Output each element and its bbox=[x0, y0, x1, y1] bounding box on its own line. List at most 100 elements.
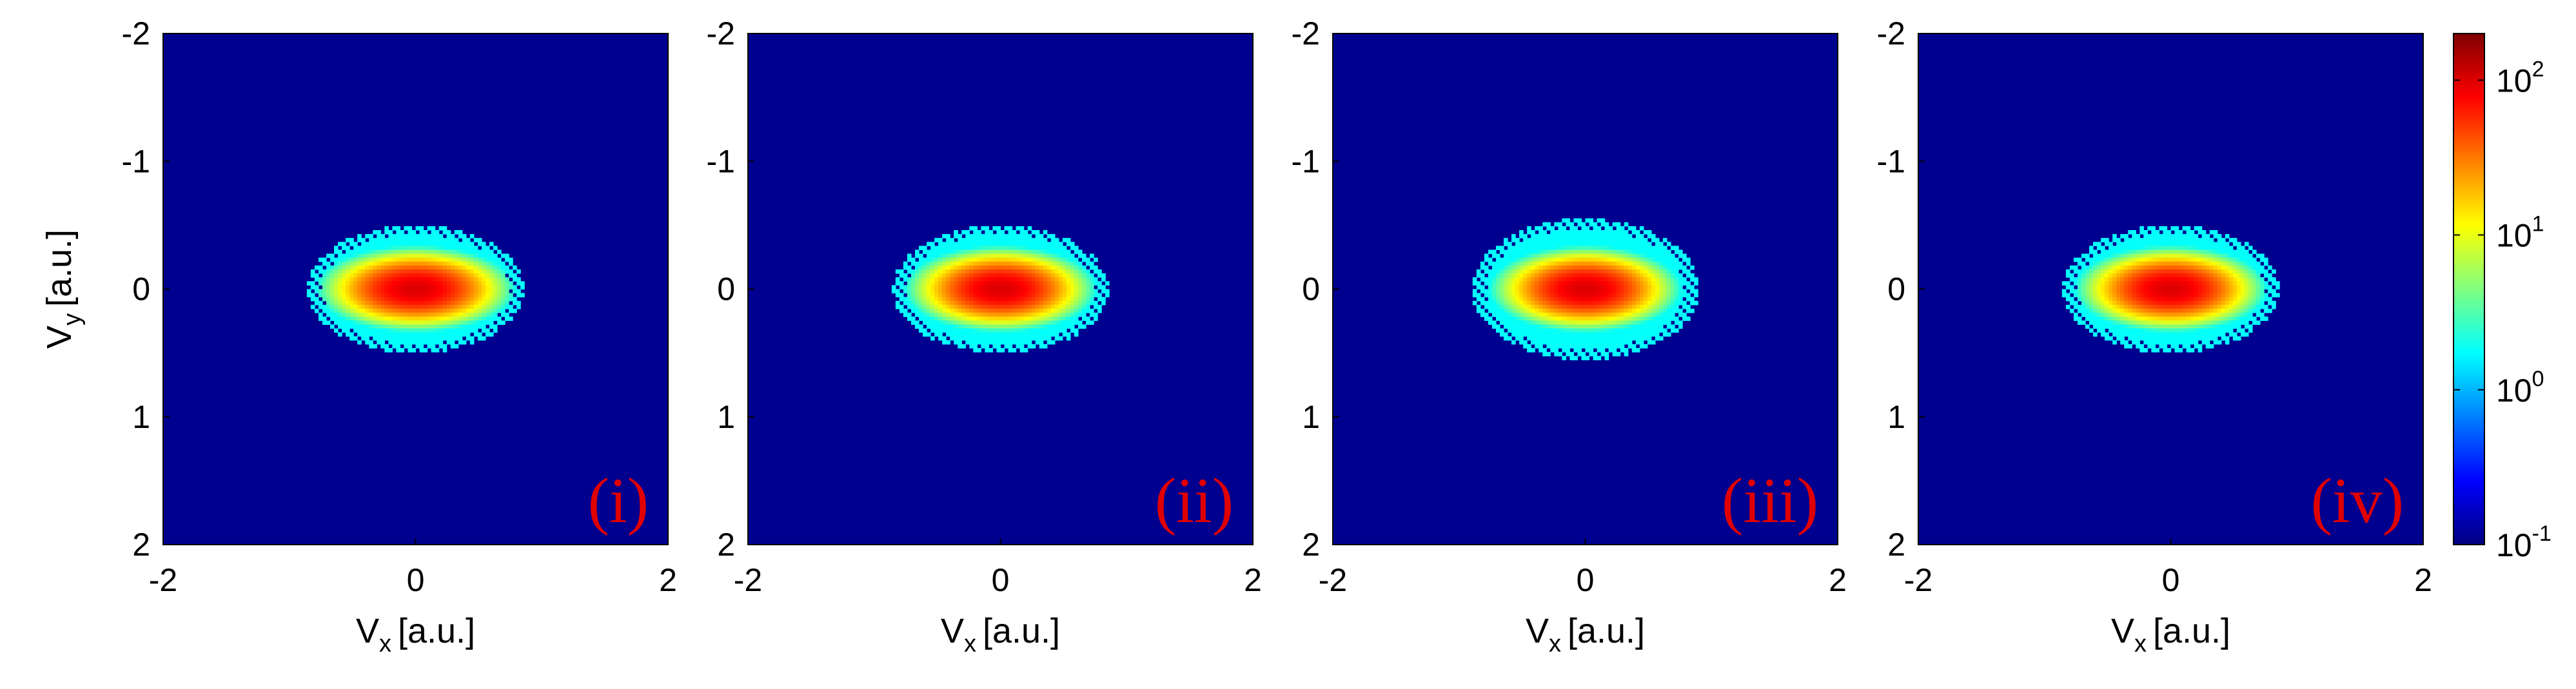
heatmap-cell bbox=[1604, 269, 1609, 274]
x-tick-label: 2 bbox=[659, 562, 677, 598]
heatmap-cell bbox=[1008, 230, 1013, 235]
heatmap-cell bbox=[2201, 289, 2207, 294]
heatmap-cell bbox=[1643, 293, 1648, 298]
heatmap-cell bbox=[1523, 316, 1528, 321]
heatmap-cell bbox=[1573, 309, 1578, 313]
heatmap-cell bbox=[388, 261, 393, 266]
heatmap-cell bbox=[400, 238, 405, 242]
heatmap-cell bbox=[2116, 289, 2121, 294]
heatmap-cell bbox=[427, 285, 432, 290]
heatmap-cell bbox=[1016, 253, 1021, 258]
heatmap-cell bbox=[489, 309, 494, 313]
heatmap-cell bbox=[1031, 238, 1036, 242]
heatmap-cell bbox=[1620, 293, 1625, 298]
heatmap-cell bbox=[1035, 304, 1040, 309]
heatmap-cell bbox=[431, 289, 436, 294]
heatmap-cell bbox=[1658, 265, 1664, 270]
heatmap-cell bbox=[380, 293, 385, 298]
heatmap-cell bbox=[958, 316, 962, 321]
heatmap-cell bbox=[2155, 261, 2160, 266]
heatmap-cell bbox=[1597, 289, 1602, 294]
heatmap-cell bbox=[1004, 249, 1009, 255]
heatmap-cell bbox=[1004, 296, 1009, 302]
heatmap-cell bbox=[1023, 242, 1028, 246]
heatmap-cell bbox=[396, 336, 400, 341]
heatmap-cell bbox=[2109, 281, 2113, 286]
heatmap-cell bbox=[992, 289, 998, 294]
heatmap-cell bbox=[1666, 277, 1671, 282]
heatmap-cell bbox=[334, 285, 339, 290]
heatmap-cell bbox=[1600, 324, 1606, 329]
heatmap-cell bbox=[400, 309, 405, 313]
heatmap-cell bbox=[446, 285, 451, 290]
heatmap-cell bbox=[2248, 273, 2253, 278]
heatmap-cell bbox=[1054, 320, 1059, 325]
heatmap-cell bbox=[357, 246, 362, 251]
heatmap-cell bbox=[1062, 293, 1067, 298]
heatmap-cell bbox=[380, 324, 385, 329]
heatmap-cell bbox=[1484, 293, 1489, 298]
heatmap-cell bbox=[1504, 238, 1508, 242]
heatmap-cell bbox=[1635, 253, 1640, 258]
heatmap-cell bbox=[2178, 265, 2183, 270]
heatmap-cell bbox=[1569, 289, 1575, 294]
heatmap-cell bbox=[419, 281, 424, 286]
heatmap-cell bbox=[473, 309, 478, 313]
heatmap-cell bbox=[346, 332, 350, 337]
heatmap-cell bbox=[1577, 218, 1582, 223]
heatmap-cell bbox=[961, 265, 966, 270]
heatmap-cell bbox=[1558, 300, 1562, 306]
heatmap-cell bbox=[1635, 289, 1640, 294]
heatmap-cell bbox=[919, 265, 923, 270]
heatmap-cell bbox=[1675, 277, 1679, 282]
heatmap-cell bbox=[1675, 328, 1679, 333]
heatmap-cell bbox=[1535, 320, 1539, 325]
heatmap-cell bbox=[388, 304, 393, 309]
heatmap-cell bbox=[1499, 313, 1504, 317]
heatmap-cell bbox=[954, 320, 958, 325]
heatmap-cell bbox=[2178, 296, 2183, 302]
heatmap-cell bbox=[329, 296, 335, 302]
heatmap-cell bbox=[1624, 328, 1629, 333]
heatmap-cell bbox=[1023, 249, 1028, 255]
heatmap-cell bbox=[992, 328, 998, 333]
heatmap-cell bbox=[2252, 296, 2257, 302]
heatmap-cell bbox=[1039, 234, 1044, 238]
heatmap-cell bbox=[400, 313, 405, 317]
heatmap-cell bbox=[469, 246, 475, 251]
heatmap-cell bbox=[2143, 249, 2148, 255]
heatmap-cell bbox=[1678, 293, 1683, 298]
heatmap-cell bbox=[1612, 332, 1617, 337]
heatmap-cell bbox=[1012, 277, 1017, 282]
heatmap-cell bbox=[1666, 296, 1671, 302]
heatmap-cell bbox=[450, 309, 455, 313]
heatmap-cell bbox=[493, 265, 498, 270]
x-axis-label: Vx [a.u.] bbox=[941, 612, 1060, 657]
heatmap-cell bbox=[438, 332, 444, 337]
heatmap-cell bbox=[396, 234, 400, 238]
heatmap-cell bbox=[392, 226, 397, 231]
heatmap-cell bbox=[481, 281, 486, 286]
heatmap-cell bbox=[1047, 261, 1052, 266]
heatmap-cell bbox=[1658, 320, 1664, 325]
heatmap-cell bbox=[2236, 285, 2241, 290]
heatmap-cell bbox=[1066, 242, 1071, 246]
heatmap-cell bbox=[1666, 300, 1671, 306]
heatmap-cell bbox=[400, 328, 405, 333]
heatmap-cell bbox=[411, 348, 417, 353]
heatmap-cell bbox=[988, 340, 994, 345]
heatmap-cell bbox=[473, 316, 478, 321]
heatmap-cell bbox=[899, 269, 904, 274]
heatmap-cell bbox=[907, 313, 912, 317]
heatmap-cell bbox=[1569, 246, 1575, 251]
heatmap-cell bbox=[1531, 289, 1535, 294]
heatmap-cell bbox=[2116, 285, 2121, 290]
heatmap-cell bbox=[1643, 304, 1648, 309]
heatmap-cell bbox=[489, 300, 494, 306]
heatmap-cell bbox=[318, 304, 323, 309]
heatmap-cell bbox=[1539, 230, 1543, 235]
heatmap-cell bbox=[2197, 249, 2203, 255]
heatmap-cell bbox=[1604, 289, 1609, 294]
heatmap-cell bbox=[1554, 332, 1558, 337]
heatmap-cell bbox=[1023, 285, 1028, 290]
